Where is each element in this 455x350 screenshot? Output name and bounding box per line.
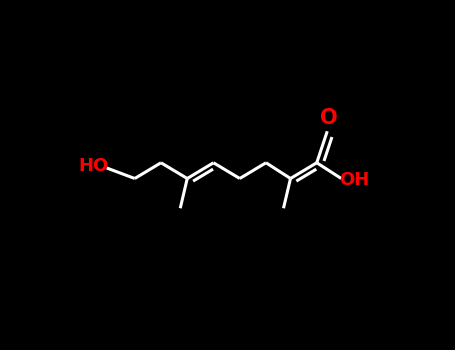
- Text: HO: HO: [78, 157, 109, 175]
- Text: O: O: [320, 108, 338, 128]
- Text: OH: OH: [339, 171, 369, 189]
